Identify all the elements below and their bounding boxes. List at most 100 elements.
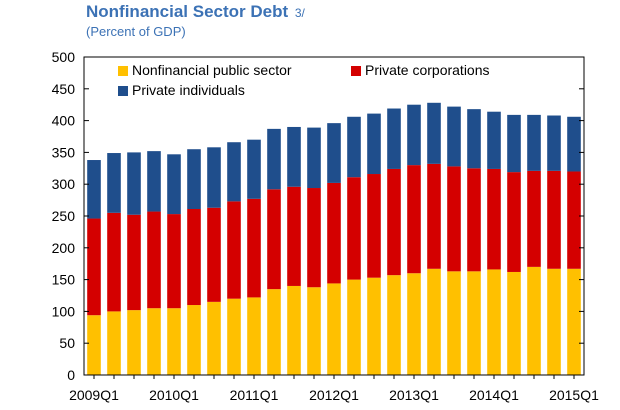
bar-2014Q1-series-1 [487,168,501,270]
bar-2009Q3-series-2 [127,152,141,215]
bar-2012Q4-series-1 [387,168,401,276]
bar-2011Q2-series-1 [267,189,281,290]
bar-2010Q2-series-2 [187,149,201,209]
bar-2012Q4-series-2 [387,108,401,169]
bar-2009Q1-series-2 [87,160,101,219]
bar-2013Q3-series-1 [447,166,461,272]
bar-2014Q3-series-2 [527,114,541,171]
y-tick-label: 150 [52,272,76,288]
bar-2011Q4-series-2 [307,127,321,189]
title-note: 3/ [294,6,305,20]
x-tick-label: 2011Q1 [230,387,279,403]
bar-2011Q1-series-2 [247,139,261,199]
bar-2013Q1-series-0 [407,273,421,375]
bar-2009Q2-series-2 [107,153,121,213]
bar-2010Q4-series-2 [227,142,241,202]
x-tick-label: 2012Q1 [309,387,359,403]
y-tick-label: 250 [52,208,76,224]
legend-swatch-2 [118,86,128,96]
y-tick-label: 0 [67,367,75,383]
bar-2012Q1-series-0 [327,283,341,375]
bar-2013Q3-series-0 [447,271,461,375]
bar-2012Q3-series-1 [367,174,381,278]
y-tick-label: 300 [52,176,76,192]
bar-2011Q1-series-0 [247,297,261,375]
bar-2014Q4-series-0 [547,268,561,375]
bar-2009Q2-series-0 [107,311,121,375]
bar-2010Q3-series-2 [207,147,221,208]
legend-swatch-0 [118,66,128,76]
bar-2013Q2-series-1 [427,163,441,269]
bar-2013Q2-series-0 [427,268,441,375]
bar-2015Q1-series-1 [567,171,581,269]
legend-group: Nonfinancial public sector Private corpor… [118,62,490,98]
bar-2011Q2-series-2 [267,128,281,190]
title-block: Nonfinancial Sector Debt 3/ (Percent of … [86,2,305,39]
chart-title-text: Nonfinancial Sector Debt [86,2,289,21]
x-tick-label: 2013Q1 [389,387,439,403]
bar-2009Q4-series-1 [147,211,161,309]
bar-2010Q1-series-0 [167,308,181,375]
x-tick-label: 2009Q1 [69,387,119,403]
bar-2009Q1-series-1 [87,218,101,316]
x-tick-label: 2014Q1 [469,387,519,403]
bar-2013Q4-series-0 [467,271,481,375]
bar-2010Q3-series-1 [207,207,221,302]
y-tick-label: 500 [52,49,76,65]
y-tick-label: 50 [59,335,75,351]
bar-2014Q3-series-1 [527,170,541,267]
bar-2013Q3-series-2 [447,106,461,167]
bar-2011Q1-series-1 [247,198,261,298]
bar-2013Q4-series-1 [467,168,481,272]
bar-2014Q3-series-0 [527,266,541,375]
bar-2012Q2-series-2 [347,116,361,178]
bar-2009Q3-series-0 [127,310,141,375]
bars-group [87,102,581,375]
bar-2013Q4-series-2 [467,109,481,169]
bar-2010Q1-series-2 [167,154,181,215]
y-tick-label: 400 [52,113,76,129]
bar-2009Q2-series-1 [107,212,121,312]
bar-2012Q1-series-2 [327,123,341,183]
chart-title: Nonfinancial Sector Debt 3/ [86,2,305,22]
bar-2011Q3-series-2 [287,126,301,187]
legend-swatch-1 [351,66,361,76]
x-tick-label: 2015Q1 [549,387,599,403]
legend-label-2: Private individuals [132,82,245,98]
bar-2011Q3-series-1 [287,186,301,286]
bar-2009Q3-series-1 [127,214,141,311]
bar-2013Q2-series-2 [427,102,441,164]
bar-2013Q1-series-2 [407,104,421,166]
bar-2010Q4-series-1 [227,201,241,299]
bar-2011Q4-series-1 [307,188,321,288]
bar-2012Q3-series-2 [367,113,381,175]
bar-2012Q2-series-1 [347,177,361,280]
legend-label-1: Private corporations [365,62,490,78]
bar-2010Q1-series-1 [167,214,181,309]
bar-2012Q2-series-0 [347,279,361,375]
bar-2014Q2-series-0 [507,271,521,375]
bar-2011Q4-series-0 [307,287,321,375]
y-tick-label: 200 [52,240,76,256]
axes-group: 0 50 100 150 200 250 300 350 400 450 500 2009Q1 2010… [52,49,599,403]
bar-2015Q1-series-2 [567,116,581,172]
chart-subtitle: (Percent of GDP) [86,24,186,39]
y-tick-label: 100 [52,303,76,319]
bar-2010Q4-series-0 [227,298,241,375]
bar-2014Q1-series-2 [487,111,501,169]
bar-2009Q1-series-0 [87,315,101,375]
bar-2015Q1-series-0 [567,268,581,375]
y-tick-label: 450 [52,81,76,97]
bar-2009Q4-series-0 [147,308,161,375]
bar-2014Q2-series-2 [507,114,521,173]
bar-2011Q2-series-0 [267,289,281,375]
bar-2013Q1-series-1 [407,165,421,274]
bar-2010Q2-series-1 [187,209,201,306]
y-tick-label: 350 [52,144,76,160]
bar-2014Q1-series-0 [487,269,501,375]
bar-2012Q4-series-0 [387,275,401,375]
legend-label-0: Nonfinancial public sector [132,62,292,78]
bar-2010Q2-series-0 [187,305,201,375]
bar-2012Q1-series-1 [327,182,341,284]
